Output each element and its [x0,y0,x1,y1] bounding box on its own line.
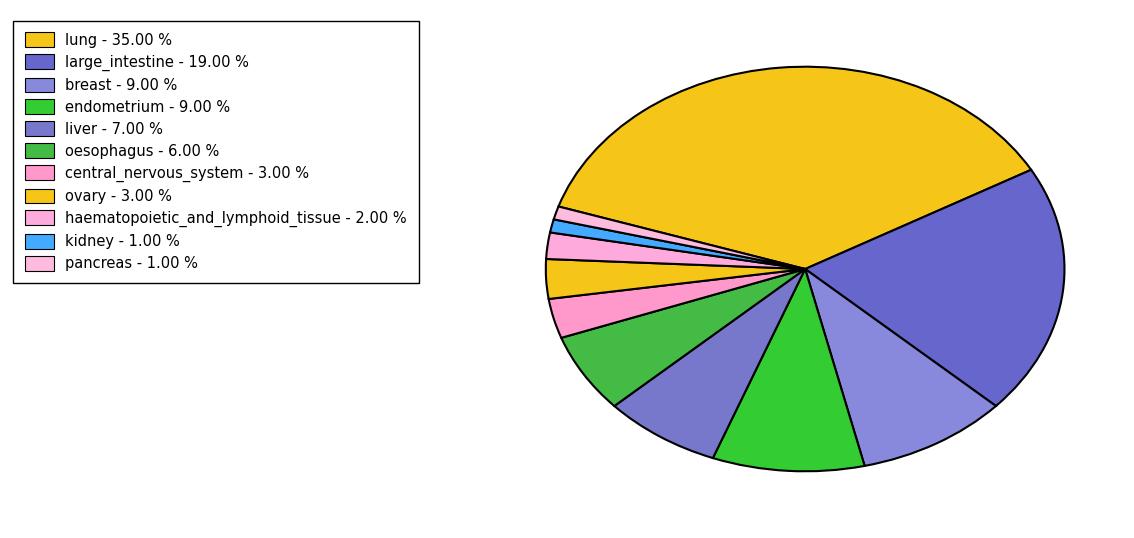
Wedge shape [550,220,805,269]
Wedge shape [805,170,1065,406]
Wedge shape [713,269,864,471]
Legend: lung - 35.00 %, large_intestine - 19.00 %, breast - 9.00 %, endometrium - 9.00 %: lung - 35.00 %, large_intestine - 19.00 … [12,21,418,282]
Wedge shape [615,269,805,458]
Wedge shape [558,67,1031,269]
Wedge shape [547,232,805,269]
Wedge shape [553,207,805,269]
Wedge shape [561,269,805,406]
Wedge shape [549,269,805,338]
Wedge shape [805,269,996,466]
Wedge shape [545,259,805,299]
